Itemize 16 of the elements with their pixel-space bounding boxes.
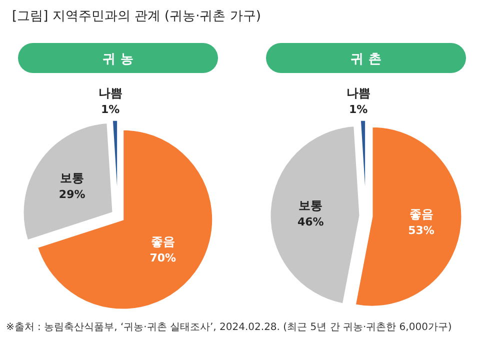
slice-label: 좋음 <box>150 234 175 249</box>
chart-subtitle: 귀 촌 <box>350 52 382 67</box>
slice-label: 좋음 <box>409 207 434 222</box>
data-label: 53% <box>408 224 434 238</box>
slice-label: 나쁨 <box>346 86 370 100</box>
data-label: 29% <box>58 188 86 201</box>
chart-subtitle: 귀 농 <box>102 52 134 67</box>
data-label: 46% <box>297 216 324 229</box>
slice-label: 나쁨 <box>98 86 122 100</box>
slice-label: 보통 <box>60 170 84 185</box>
text: ※출처 : 농림축산식품부, ‘귀농·귀촌 실태조사’, 2024.02.28. (최근 5년 간 귀농·귀촌한 6,000가구) <box>6 322 452 333</box>
data-label: 70% <box>150 252 176 265</box>
data-label: 1% <box>349 103 368 116</box>
slice-label: 보통 <box>298 198 323 213</box>
chart-title: [그림] 지역주민과의 관계 (귀농·귀촌 가구) <box>12 9 261 24</box>
data-label: 1% <box>101 103 120 116</box>
